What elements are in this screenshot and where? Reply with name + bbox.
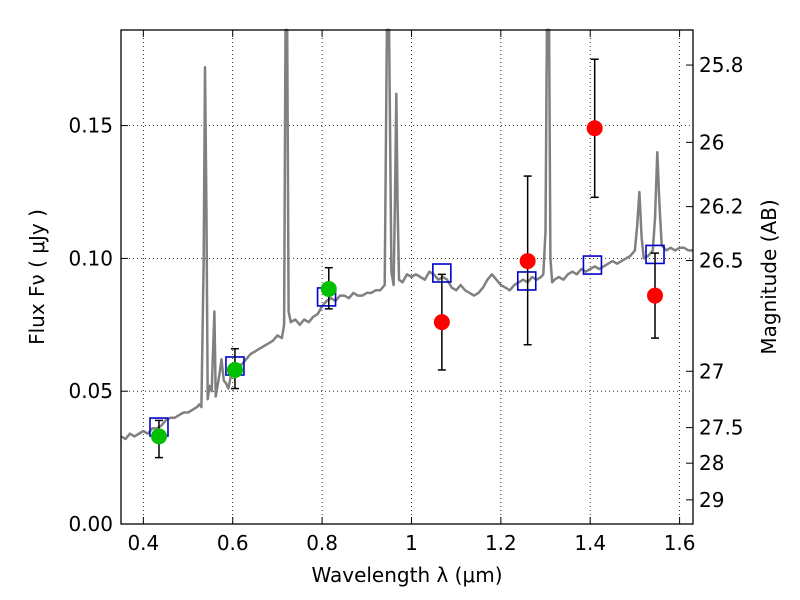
x-tick-label: 1.6: [664, 531, 696, 555]
x-tick-label: 0.4: [127, 531, 159, 555]
y2-axis-title: Magnitude (AB): [757, 199, 781, 354]
spectrum-line: [120, 28, 693, 441]
y2-tick-label: 25.8: [699, 53, 744, 77]
y2-tick-label: 26: [699, 130, 724, 154]
y-tick-label: 0.00: [68, 512, 113, 536]
red-point: [519, 253, 536, 270]
spectrum-series: [120, 28, 693, 441]
red-points-series: [433, 58, 664, 371]
x-tick-label: 1: [405, 531, 418, 555]
y-tick-label: 0.05: [68, 379, 113, 403]
y2-tick-label: 27.5: [699, 416, 744, 440]
y2-tick-label: 27: [699, 359, 724, 383]
model-square-point: [516, 271, 537, 291]
x-tick-label: 0.8: [306, 531, 338, 555]
y-axis-title: Flux Fν ( μJy ): [25, 209, 49, 345]
green-point: [150, 428, 167, 445]
y2-tick-label: 26.5: [699, 249, 744, 273]
red-point: [433, 314, 450, 331]
y2-tick-label: 26.2: [699, 195, 744, 219]
y-tick-label: 0.15: [68, 114, 113, 138]
axis-ticks: 0.4 0.6 0.8 1 1.2 1.4 1.6 0.00 0.05 0.10 0.15 25.8 2…: [68, 30, 744, 555]
red-point: [647, 287, 664, 304]
x-tick-label: 0.6: [217, 531, 249, 555]
plot-frame: [120, 29, 694, 525]
red-point: [586, 120, 603, 137]
green-point: [226, 361, 243, 378]
x-tick-label: 1.2: [485, 531, 517, 555]
x-axis-title: Wavelength λ (μm): [311, 563, 502, 587]
x-tick-label: 1.4: [574, 531, 606, 555]
model-squares-series: [149, 244, 665, 437]
y2-tick-label: 28: [699, 451, 724, 475]
y2-tick-label: 29: [699, 488, 724, 512]
model-square-point: [582, 255, 603, 275]
green-points-series: [150, 266, 337, 459]
green-point: [320, 280, 337, 297]
y-tick-label: 0.10: [68, 246, 113, 270]
